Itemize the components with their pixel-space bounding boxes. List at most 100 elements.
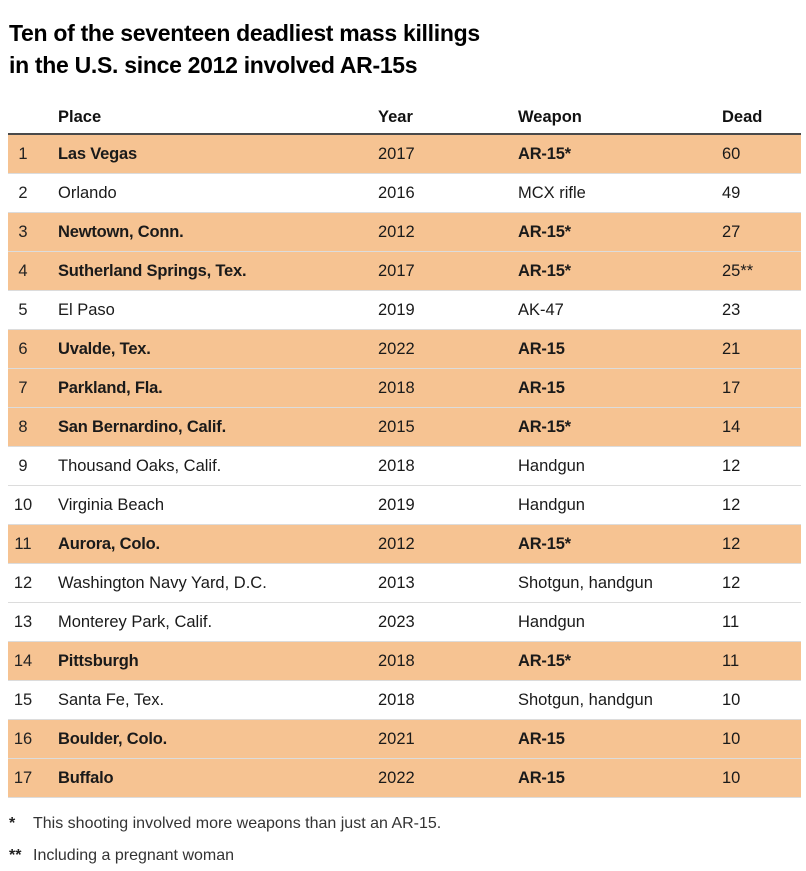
cell-place: Thousand Oaks, Calif. — [58, 456, 222, 475]
cell-year: 2019 — [378, 300, 415, 319]
cell-dead: 14 — [722, 417, 741, 436]
table-row: 7 Parkland, Fla. 2018 AR-15 17 — [8, 369, 801, 408]
cell-place: Uvalde, Tex. — [58, 339, 151, 358]
cell-year: 2017 — [378, 261, 415, 280]
cell-place: Boulder, Colo. — [58, 729, 168, 748]
cell-dead: 60 — [722, 144, 741, 163]
cell-weapon: Shotgun, handgun — [518, 573, 653, 592]
cell-place: Buffalo — [58, 768, 114, 787]
cell-dead: 49 — [722, 183, 741, 202]
cell-place: Parkland, Fla. — [58, 378, 163, 397]
cell-dead: 10 — [722, 690, 741, 709]
column-header-place: Place — [58, 108, 102, 126]
cell-year: 2021 — [378, 729, 415, 748]
cell-year: 2016 — [378, 183, 415, 202]
cell-place: Santa Fe, Tex. — [58, 690, 165, 709]
table-row: 3 Newtown, Conn. 2012 AR-15* 27 — [8, 213, 801, 252]
cell-year: 2018 — [378, 651, 415, 670]
table-row: 4 Sutherland Springs, Tex. 2017 AR-15* 25** — [8, 252, 801, 291]
cell-dead: 11 — [722, 651, 740, 670]
cell-place: San Bernardino, Calif. — [58, 417, 226, 436]
cell-rank: 12 — [13, 573, 33, 592]
cell-place: Aurora, Colo. — [58, 534, 160, 553]
cell-dead: 25** — [722, 261, 754, 280]
cell-dead: 10 — [722, 729, 741, 748]
chart-title-line2: in the U.S. since 2012 involved AR-15s — [9, 52, 418, 78]
footnotes: * This shooting involved more weapons th… — [9, 813, 796, 867]
cell-weapon: AK-47 — [518, 300, 564, 319]
footnote-marker: * — [9, 815, 16, 832]
cell-rank: 15 — [13, 690, 33, 709]
cell-weapon: AR-15* — [518, 144, 571, 163]
cell-rank: 4 — [18, 261, 28, 280]
cell-weapon: AR-15 — [518, 339, 565, 358]
cell-place: Washington Navy Yard, D.C. — [58, 573, 267, 592]
cell-place: Las Vegas — [58, 144, 137, 163]
cell-dead: 12 — [722, 534, 741, 553]
cell-dead: 12 — [722, 456, 741, 475]
cell-weapon: AR-15* — [518, 261, 571, 280]
cell-rank: 5 — [18, 300, 28, 319]
cell-weapon: Handgun — [518, 495, 585, 514]
footnote-marker: ** — [9, 847, 22, 864]
cell-year: 2012 — [378, 534, 415, 553]
cell-rank: 8 — [18, 417, 28, 436]
cell-weapon: AR-15* — [518, 417, 571, 436]
chart-title-line1: Ten of the seventeen deadliest mass kill… — [9, 20, 480, 46]
footnote-pregnant-woman: ** Including a pregnant woman — [9, 845, 796, 867]
cell-year: 2022 — [378, 768, 415, 787]
cell-dead: 12 — [722, 573, 741, 592]
cell-year: 2015 — [378, 417, 415, 436]
cell-place: El Paso — [58, 300, 115, 319]
cell-rank: 7 — [18, 378, 28, 397]
table-row: 17 Buffalo 2022 AR-15 10 — [8, 759, 801, 798]
cell-year: 2023 — [378, 612, 415, 631]
cell-year: 2013 — [378, 573, 415, 592]
table-row: 11 Aurora, Colo. 2012 AR-15* 12 — [8, 525, 801, 564]
cell-dead: 10 — [722, 768, 741, 787]
table-row: 14 Pittsburgh 2018 AR-15* 11 — [8, 642, 801, 681]
cell-weapon: Shotgun, handgun — [518, 690, 653, 709]
table-header-row: Place Year Weapon Dead — [8, 102, 801, 135]
cell-weapon: AR-15* — [518, 651, 571, 670]
cell-dead: 23 — [722, 300, 741, 319]
cell-rank: 10 — [13, 495, 33, 514]
cell-place: Monterey Park, Calif. — [58, 612, 213, 631]
cell-dead: 17 — [722, 378, 741, 397]
table-row: 15 Santa Fe, Tex. 2018 Shotgun, handgun 10 — [8, 681, 801, 720]
cell-weapon: Handgun — [518, 456, 585, 475]
table-row: 5 El Paso 2019 AK-47 23 — [8, 291, 801, 330]
cell-year: 2022 — [378, 339, 415, 358]
cell-year: 2018 — [378, 690, 415, 709]
cell-place: Pittsburgh — [58, 651, 139, 670]
cell-place: Virginia Beach — [58, 495, 165, 514]
footnote-ar15: * This shooting involved more weapons th… — [9, 813, 796, 835]
cell-weapon: AR-15 — [518, 729, 565, 748]
column-header-year: Year — [378, 108, 413, 126]
cell-dead: 21 — [722, 339, 741, 358]
cell-year: 2019 — [378, 495, 415, 514]
cell-rank: 16 — [13, 729, 33, 748]
cell-place: Sutherland Springs, Tex. — [58, 261, 247, 280]
table-row: 13 Monterey Park, Calif. 2023 Handgun 11 — [8, 603, 801, 642]
cell-rank: 6 — [18, 339, 28, 358]
data-table: Place Year Weapon Dead 1 Las Vegas 2017 AR-… — [8, 102, 801, 798]
table-row: 16 Boulder, Colo. 2021 AR-15 10 — [8, 720, 801, 759]
column-header-dead: Dead — [722, 108, 763, 126]
cell-year: 2018 — [378, 378, 415, 397]
cell-year: 2017 — [378, 144, 415, 163]
table-row: 1 Las Vegas 2017 AR-15* 60 — [8, 135, 801, 174]
cell-place: Newtown, Conn. — [58, 222, 184, 241]
table-row: 10 Virginia Beach 2019 Handgun 12 — [8, 486, 801, 525]
column-header-weapon: Weapon — [518, 108, 582, 126]
table-row: 8 San Bernardino, Calif. 2015 AR-15* 14 — [8, 408, 801, 447]
table-row: 2 Orlando 2016 MCX rifle 49 — [8, 174, 801, 213]
cell-rank: 9 — [18, 456, 28, 475]
cell-weapon: AR-15* — [518, 534, 571, 553]
cell-dead: 11 — [722, 612, 740, 631]
cell-rank: 11 — [14, 534, 32, 553]
cell-rank: 17 — [13, 768, 33, 787]
cell-rank: 14 — [13, 651, 33, 670]
cell-place: Orlando — [58, 183, 117, 202]
